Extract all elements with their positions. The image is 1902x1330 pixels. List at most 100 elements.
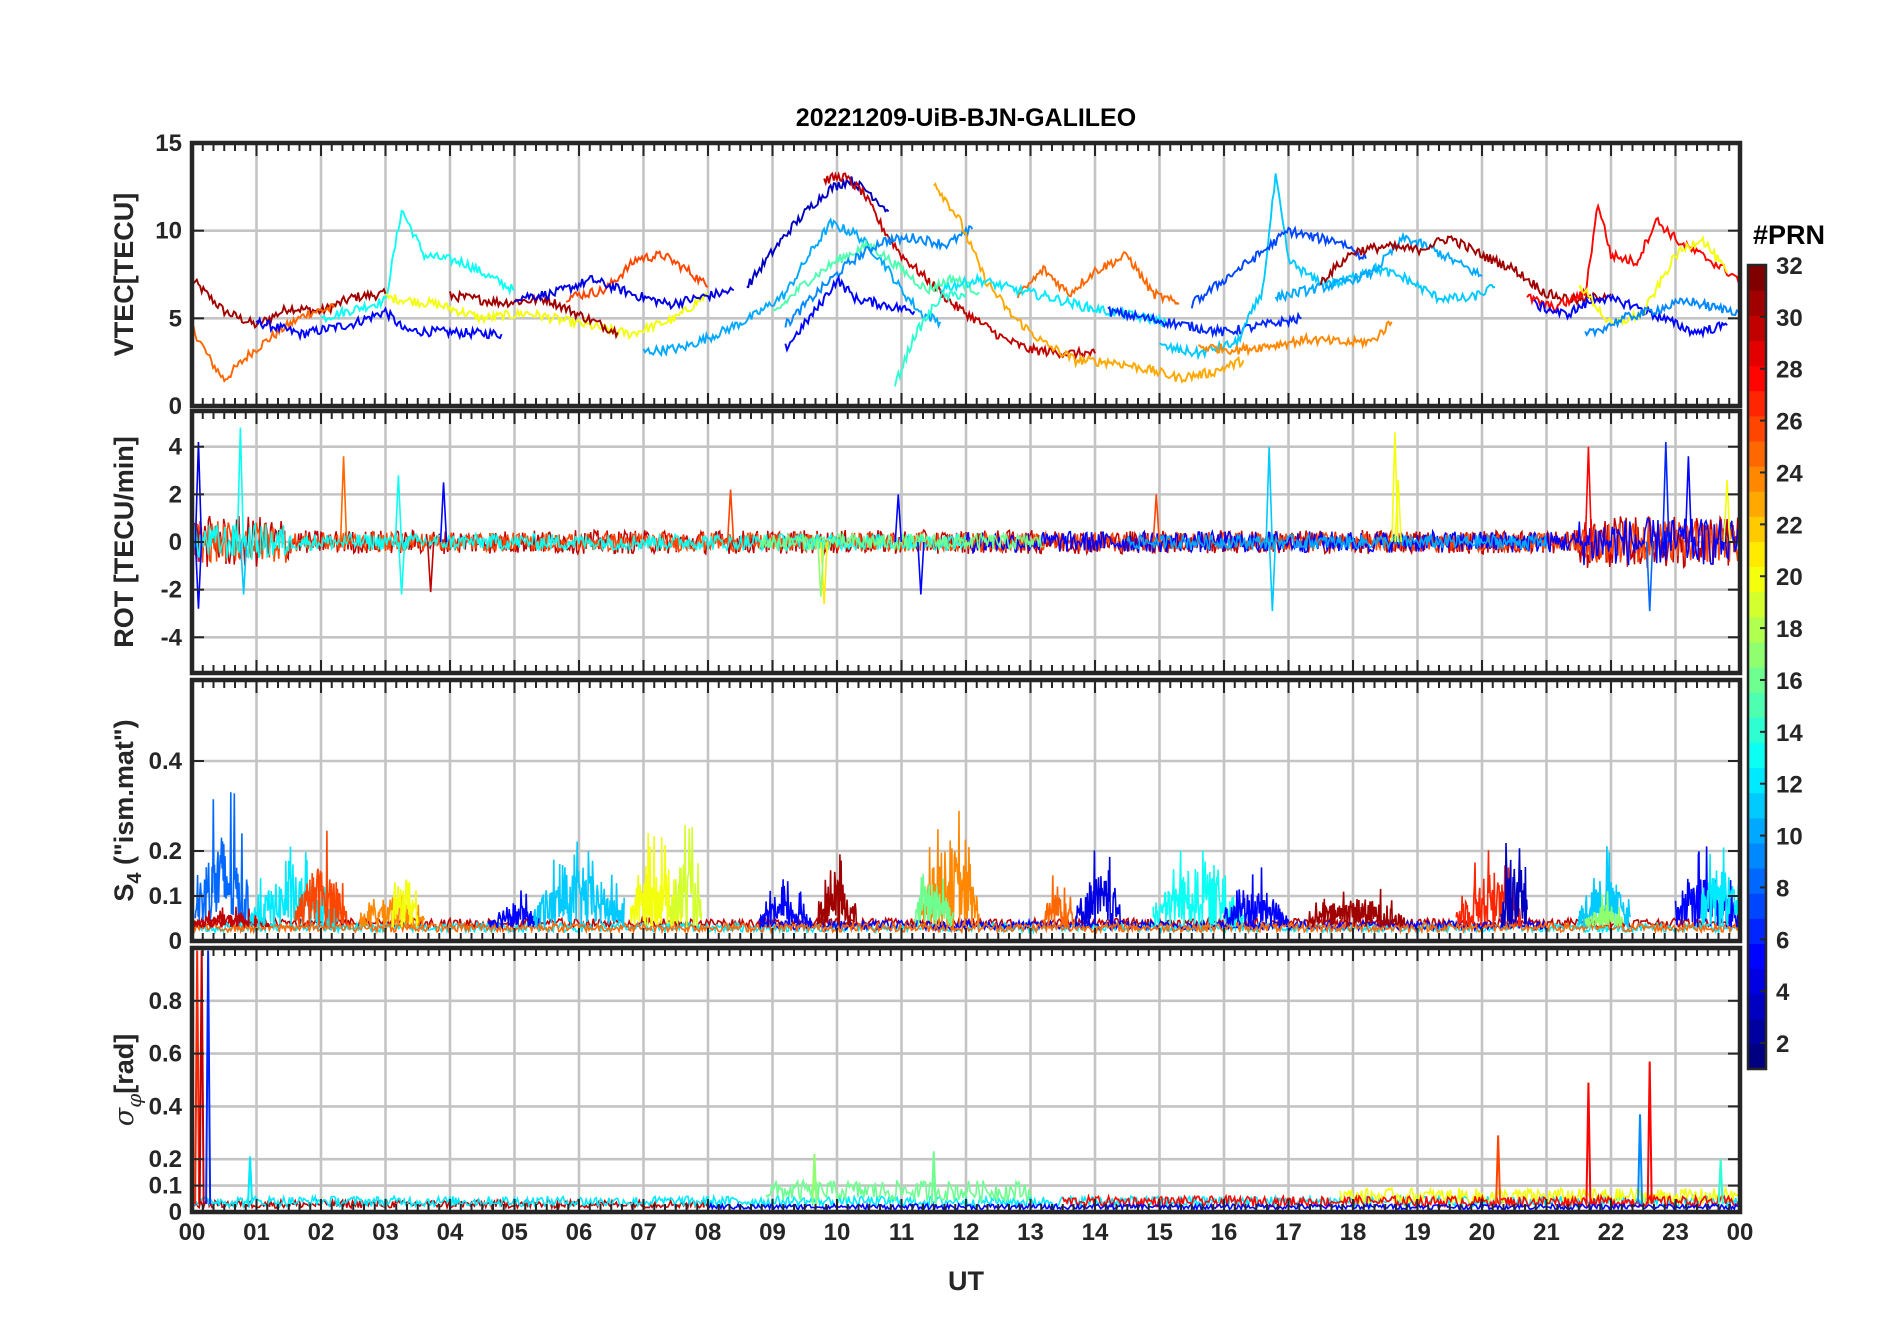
rot-spike-19 xyxy=(1584,446,1593,543)
colorbar-segment xyxy=(1748,692,1766,718)
sigma-spike-3 xyxy=(247,1156,254,1205)
colorbar-segment xyxy=(1748,893,1766,919)
rot-spike-15 xyxy=(1265,446,1273,543)
rot-spike-20 xyxy=(1645,541,1654,612)
sigma-spike-2 xyxy=(205,950,212,1205)
vtec-series-prn-25-15 xyxy=(1016,251,1180,306)
colorbar-segment xyxy=(1748,767,1766,794)
y-tick-label: 4 xyxy=(169,434,183,461)
colorbar-segment xyxy=(1748,566,1766,593)
colorbar-tick-label: 2 xyxy=(1776,1031,1789,1058)
rot-series-prn-16-4 xyxy=(758,531,1044,552)
y-tick-label: 0 xyxy=(169,393,182,420)
x-tick-label: 03 xyxy=(372,1219,399,1246)
axis-ticks xyxy=(191,142,1741,407)
colorbar-tick-label: 4 xyxy=(1776,979,1790,1006)
colorbar-frame xyxy=(1746,263,1768,1071)
y-tick-label: -4 xyxy=(161,624,183,651)
colorbar-tick-label: 16 xyxy=(1776,668,1803,695)
x-tick-label: 17 xyxy=(1275,1219,1302,1246)
vtec-series-prn-20-26 xyxy=(1578,234,1728,327)
x-tick-label: 07 xyxy=(630,1219,657,1246)
x-tick-label: 16 xyxy=(1211,1219,1238,1246)
y-tick-label: 0.1 xyxy=(149,1173,182,1200)
vtec-series-prn-5-2 xyxy=(255,306,503,342)
sigma-spike-5 xyxy=(930,1151,937,1205)
colorbar-segment xyxy=(1748,993,1766,1020)
vtec-series-prn-26-6 xyxy=(565,249,709,303)
x-tick-label: 15 xyxy=(1146,1219,1173,1246)
vtec-series-prn-20-4 xyxy=(385,292,709,340)
colorbar-segment xyxy=(1748,365,1766,392)
vtec-series-prn-31-23 xyxy=(1319,235,1612,307)
x-tick-label: 10 xyxy=(824,1219,851,1246)
colorbar-segment xyxy=(1748,1018,1766,1045)
rot-spike-6 xyxy=(397,541,406,595)
rot-spike-2 xyxy=(236,427,245,543)
y-tick-label: 5 xyxy=(169,305,182,332)
colorbar-segment xyxy=(1748,516,1766,542)
vtec-series-prn-13-3 xyxy=(320,209,516,324)
vtec-series-prn-23-14 xyxy=(933,182,1245,384)
rot-spike-13 xyxy=(917,541,925,595)
s4-burst-20 xyxy=(1500,842,1528,928)
s4-burst-11 xyxy=(816,854,858,927)
vtec-series-prn-4-7 xyxy=(513,275,735,311)
rot-spike-5 xyxy=(394,475,403,543)
s4-burst-23 xyxy=(1674,846,1740,928)
s4-burst-1 xyxy=(192,906,271,930)
s4-burst-5 xyxy=(391,879,419,929)
colorbar-segment xyxy=(1748,667,1766,693)
y-tick-label: -2 xyxy=(161,577,182,604)
y-tick-label: 0.6 xyxy=(149,1041,182,1068)
vtec-series-prn-10-21 xyxy=(1274,231,1483,303)
rot-series-prn-5-3 xyxy=(965,517,1740,566)
colorbar-segment xyxy=(1748,440,1766,467)
x-tick-label: 13 xyxy=(1017,1219,1044,1246)
colorbar-segment xyxy=(1748,918,1766,944)
y-axis-label-rot: ROT [TECU/min] xyxy=(109,436,139,647)
rot-spike-11 xyxy=(817,541,825,597)
rot-spike-14 xyxy=(1152,494,1161,543)
grid-lines xyxy=(190,141,1742,408)
colorbar-tick-label: 18 xyxy=(1776,616,1803,643)
y-tick-label: 0.4 xyxy=(149,748,183,775)
colorbar-segment xyxy=(1748,717,1766,743)
colorbar-segment xyxy=(1748,792,1766,819)
panel-vtec: 0 5 10 15 VTEC[TECU] xyxy=(109,130,1743,420)
colorbar-tick-label: 32 xyxy=(1776,253,1803,280)
sigma-spike-9 xyxy=(1646,1061,1653,1205)
s4-burst-22 xyxy=(1584,891,1625,929)
y-axis-label-s4: S4 ("ism.mat") xyxy=(109,719,146,901)
rot-spike-18 xyxy=(1394,480,1402,543)
s4-burst-14 xyxy=(1042,875,1077,927)
rot-spike-0 xyxy=(194,441,203,543)
y-axis-label-sigma-phi: σφ[rad] xyxy=(109,1034,146,1126)
sigma-spike-1 xyxy=(198,950,205,1205)
colorbar-segment xyxy=(1748,265,1766,291)
y-tick-label: 0.8 xyxy=(149,988,182,1015)
y-tick-label: 10 xyxy=(155,218,182,245)
colorbar-title: #PRN xyxy=(1753,220,1825,250)
x-tick-label: 06 xyxy=(566,1219,593,1246)
colorbar-segment xyxy=(1748,466,1766,492)
rot-spike-8 xyxy=(439,482,448,543)
colorbar-tick-label: 14 xyxy=(1776,720,1803,747)
panel-s4: 0 0.1 0.2 0.4S4 ("ism.mat") xyxy=(109,677,1743,955)
colorbar-segment xyxy=(1748,968,1766,995)
s4-burst-24 xyxy=(1700,847,1740,928)
s4-burst-16 xyxy=(1152,850,1245,928)
vtec-series-prn-30-10 xyxy=(823,171,1096,361)
colorbar-segment xyxy=(1748,491,1766,517)
sigma-series-prn-20-3 xyxy=(1339,1185,1740,1207)
vtec-series-prn-31-0 xyxy=(192,277,387,329)
s4-burst-15 xyxy=(1074,850,1122,928)
x-tick-label: 18 xyxy=(1340,1219,1367,1246)
colorbar-tick-label: 8 xyxy=(1776,875,1789,902)
vtec-series-prn-12-16 xyxy=(940,272,1167,328)
s4-burst-7 xyxy=(533,841,625,930)
colorbar-tick-label: 24 xyxy=(1776,460,1803,487)
x-tick-label: 11 xyxy=(889,1219,914,1246)
colorbar-tick-label: 30 xyxy=(1776,305,1803,332)
